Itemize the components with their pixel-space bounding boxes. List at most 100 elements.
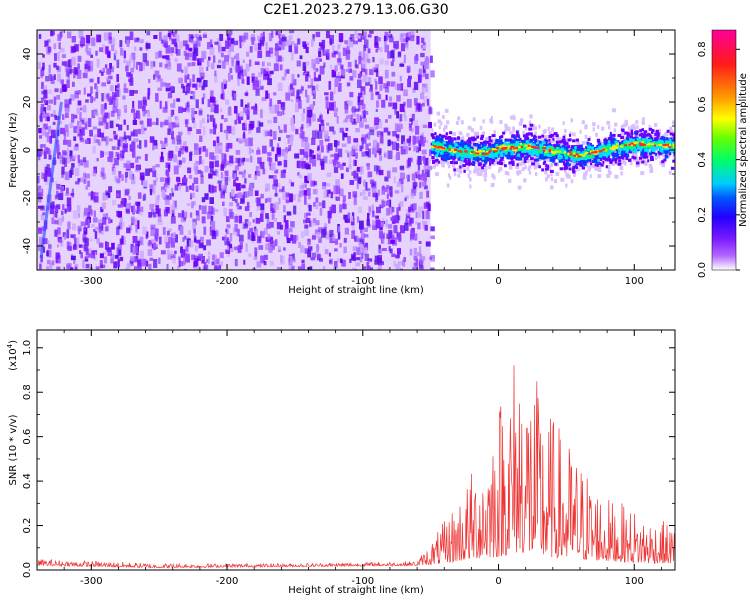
signal-band <box>430 108 675 190</box>
signal-cell <box>469 162 474 166</box>
noise-speck <box>41 84 44 88</box>
signal-cell <box>658 128 661 133</box>
signal-cell <box>634 132 639 136</box>
signal-cell <box>480 134 485 138</box>
noise-speck <box>40 97 45 101</box>
noise-speck <box>88 216 91 223</box>
noise-speck <box>305 73 309 82</box>
noise-speck <box>40 103 45 113</box>
signal-cell <box>549 144 553 148</box>
noise-speck <box>379 155 383 161</box>
signal-cell <box>628 148 632 152</box>
noise-speck <box>304 224 309 229</box>
noise-speck <box>250 155 253 163</box>
noise-speck <box>131 108 136 113</box>
noise-speck <box>178 77 183 84</box>
noise-speck <box>221 114 224 120</box>
noise-speck <box>186 203 191 207</box>
noise-speck <box>224 154 227 162</box>
signal-cell <box>512 126 516 131</box>
noise-speck <box>299 55 303 60</box>
noise-speck <box>183 141 187 149</box>
signal-cell <box>504 164 507 168</box>
noise-speck <box>378 244 381 253</box>
noise-speck <box>172 123 176 128</box>
signal-cell <box>534 126 538 131</box>
noise-speck <box>423 155 426 164</box>
signal-cell <box>631 155 635 159</box>
noise-speck <box>85 60 91 69</box>
noise-speck <box>99 253 104 259</box>
noise-speck <box>170 250 173 257</box>
noise-speck <box>283 247 286 251</box>
signal-cell <box>567 145 571 149</box>
noise-speck <box>384 31 389 41</box>
noise-speck <box>331 204 337 214</box>
noise-speck <box>408 206 411 213</box>
noise-speck <box>65 192 70 196</box>
noise-speck <box>267 233 271 240</box>
noise-speck <box>157 214 162 222</box>
noise-speck <box>170 216 176 224</box>
noise-speck <box>404 222 409 231</box>
signal-cell <box>648 152 653 156</box>
signal-cell <box>431 136 436 140</box>
noise-speck <box>84 139 89 144</box>
noise-speck <box>346 45 350 53</box>
noise-speck <box>85 173 90 179</box>
noise-speck <box>398 203 401 211</box>
signal-cell <box>499 120 503 125</box>
noise-speck <box>347 212 351 220</box>
noise-speck <box>316 232 321 239</box>
signal-cell <box>606 120 611 125</box>
noise-speck <box>374 36 379 45</box>
noise-speck <box>335 179 340 187</box>
signal-cell <box>635 120 639 125</box>
noise-speck <box>44 100 49 106</box>
noise-speck <box>365 181 368 191</box>
noise-speck <box>249 211 252 218</box>
noise-speck <box>361 138 367 144</box>
noise-speck <box>369 69 374 75</box>
signal-cell <box>481 166 485 170</box>
noise-speck <box>126 124 129 131</box>
noise-speck <box>199 135 203 142</box>
noise-speck <box>286 134 291 139</box>
signal-cell <box>668 170 672 175</box>
noise-speck <box>301 86 304 91</box>
noise-speck <box>265 90 269 99</box>
noise-speck <box>181 69 184 73</box>
noise-speck <box>361 59 367 69</box>
noise-speck <box>226 125 232 134</box>
noise-speck <box>174 250 177 254</box>
noise-speck <box>104 151 109 156</box>
signal-cell <box>504 138 509 142</box>
noise-speck <box>213 125 217 135</box>
noise-speck <box>224 55 229 62</box>
noise-speck <box>258 72 263 78</box>
noise-speck <box>312 101 316 106</box>
noise-speck <box>196 36 199 42</box>
noise-speck <box>208 184 211 193</box>
noise-speck <box>233 193 238 198</box>
signal-cell <box>537 148 540 152</box>
noise-speck <box>417 164 421 171</box>
signal-cell <box>449 137 453 141</box>
noise-speck <box>271 146 275 152</box>
noise-speck <box>210 103 214 113</box>
noise-speck <box>216 139 220 149</box>
noise-speck <box>149 168 153 173</box>
signal-cell <box>433 164 436 169</box>
noise-speck <box>113 261 118 269</box>
noise-speck <box>111 45 115 51</box>
signal-cell <box>604 137 607 141</box>
noise-speck <box>328 189 331 194</box>
noise-speck <box>335 185 341 195</box>
noise-speck <box>279 64 283 71</box>
noise-speck <box>430 70 435 78</box>
noise-speck <box>93 251 97 261</box>
signal-cell <box>635 163 640 168</box>
noise-speck <box>108 186 113 193</box>
noise-speck <box>264 254 268 260</box>
noise-speck <box>239 111 245 121</box>
